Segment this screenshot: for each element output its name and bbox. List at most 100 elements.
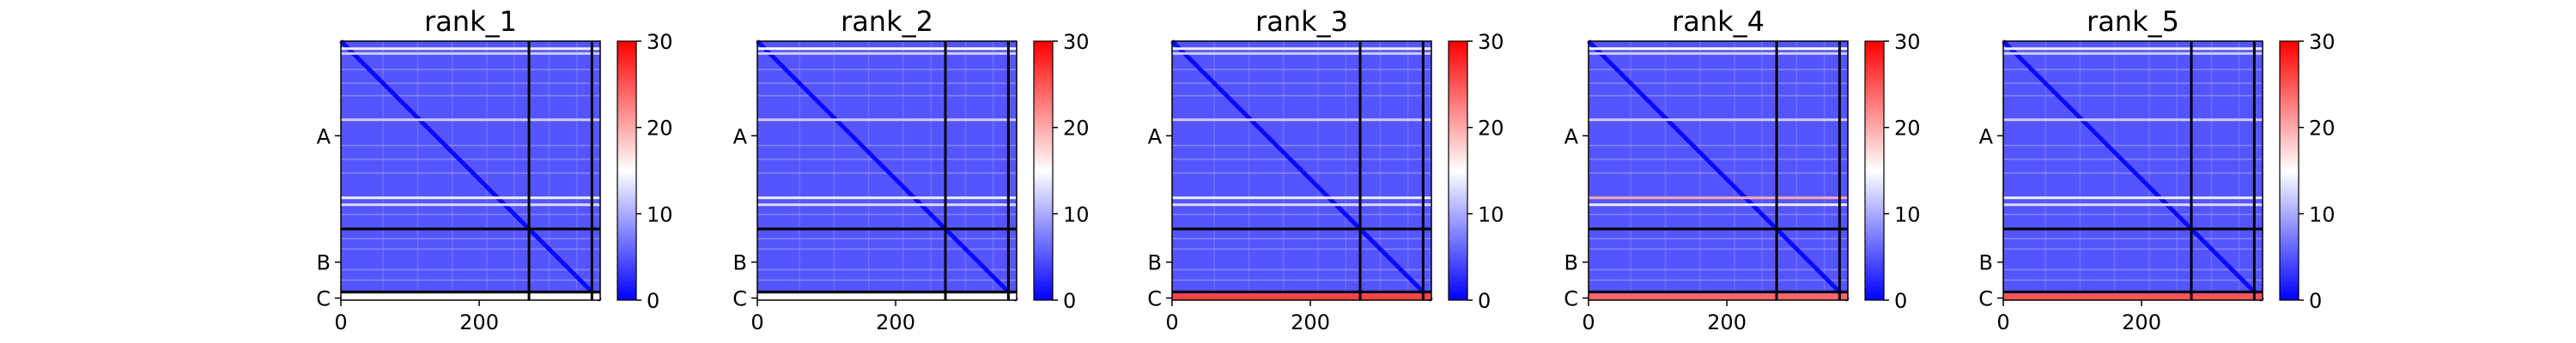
heatmap-hot-row (2003, 51, 2263, 55)
heatmap-stripe (2003, 214, 2263, 215)
x-tick-label: 200 (2122, 310, 2161, 334)
y-tick-label: A (317, 124, 331, 148)
panel-title: rank_1 (424, 5, 517, 38)
colorbar-tick-label: 30 (1478, 30, 1504, 54)
heatmap-stripe (1589, 248, 1848, 250)
colorbar-tick-label: 20 (647, 117, 673, 141)
heatmap-hot-row (757, 196, 1017, 200)
heatmap-stripe (1172, 144, 1431, 147)
heatmap-stripe (833, 41, 835, 300)
heatmap-stripe (757, 279, 1017, 281)
x-tick-label: 200 (1707, 310, 1747, 334)
heatmap-hot-row (1172, 118, 1431, 122)
heatmap-stripe (451, 41, 453, 300)
heatmap-stripe (1589, 268, 1848, 271)
colorbar-tick-label: 30 (647, 30, 673, 54)
y-tick-label: B (1564, 251, 1578, 275)
heatmap-stripe (341, 238, 600, 240)
heatmap-stripe (757, 214, 1017, 215)
heatmap-hot-row (2003, 203, 2263, 207)
heatmap-stripe (1589, 94, 1848, 97)
colorbar-tick-label: 20 (1894, 117, 1921, 141)
colorbar-tick-label: 0 (1063, 289, 1076, 313)
heatmap-diagonal (1170, 39, 1433, 302)
heatmap-stripe (1172, 248, 1431, 250)
heatmap-stripe (1172, 82, 1431, 84)
heatmap-hot-row (1589, 51, 1848, 55)
colorbar-tick-label: 10 (2309, 202, 2336, 226)
colorbar-tick-label: 0 (647, 289, 659, 313)
heatmap-hot-row (2003, 196, 2263, 200)
heatmap-hot-row (341, 47, 600, 51)
heatmap-stripe (416, 41, 419, 300)
heatmap-stripe (382, 41, 384, 300)
heatmap-stripe (2176, 41, 2178, 300)
heatmap-stripe (1172, 268, 1431, 271)
heatmap-stripe (930, 41, 932, 300)
y-tick-label: A (1564, 124, 1579, 148)
heatmap-hot-row (1172, 47, 1431, 51)
heatmap-stripe (757, 158, 1017, 160)
x-tick-label: 0 (750, 310, 763, 334)
colorbar-tick-label: 30 (1063, 30, 1090, 54)
heatmap-stripe (1589, 238, 1848, 240)
x-tick-label: 0 (334, 310, 347, 334)
heatmap-stripe (902, 41, 904, 300)
colorbar-tick-label: 30 (2309, 30, 2336, 54)
heatmap-stripe (1589, 82, 1848, 84)
heatmap-hot-row (757, 47, 1017, 51)
plot-frame (340, 40, 601, 301)
heatmap-hot-row (341, 51, 600, 55)
colorbar-tick-label: 30 (1894, 30, 1921, 54)
heatmap-stripe (2003, 268, 2263, 271)
heatmap-stripe (341, 94, 600, 97)
heatmap-stripe (757, 248, 1017, 250)
heatmap-chain-c-rows (2003, 293, 2263, 300)
panel-title: rank_3 (1255, 5, 1348, 38)
heatmap-hot-row (2003, 118, 2263, 122)
heatmap-hot-row (341, 118, 600, 122)
plot-frame (2002, 40, 2263, 301)
plot-frame (756, 40, 1018, 301)
colorbar (2279, 40, 2300, 301)
x-tick-label: 200 (459, 310, 499, 334)
heatmap-stripe (2113, 41, 2116, 300)
colorbar-tick-label: 10 (1894, 202, 1921, 226)
heatmap-stripe (1379, 41, 1382, 300)
heatmap-stripe (1589, 158, 1848, 160)
heatmap-stripe (2003, 158, 2263, 160)
heatmap-chain-c-rows (757, 293, 1017, 300)
heatmap-stripe (1172, 214, 1431, 215)
heatmap-stripe (1761, 41, 1763, 300)
heatmap-stripe (1589, 69, 1848, 70)
heatmap-stripe (1213, 41, 1215, 300)
heatmap-diagonal (1587, 39, 1850, 302)
heatmap-stripe (1795, 41, 1798, 300)
colorbar-tick-label: 10 (1063, 202, 1090, 226)
heatmap-stripe (486, 41, 488, 300)
heatmap-hot-row (757, 51, 1017, 55)
heatmap-stripe (2003, 279, 2263, 281)
heatmap-stripe (2003, 82, 2263, 84)
colorbar-tick-label: 0 (1894, 289, 1907, 313)
heatmap-diagonal (339, 39, 602, 302)
heatmap-stripe (964, 41, 967, 300)
heatmap-stripe (2044, 41, 2046, 300)
colorbar-tick-label: 20 (1063, 117, 1090, 141)
heatmap-stripe (1698, 41, 1701, 300)
heatmap-stripe (2003, 69, 2263, 70)
heatmap-stripe (341, 69, 600, 70)
heatmap-stripe (799, 41, 800, 300)
heatmap-hot-row (341, 196, 600, 200)
x-tick-label: 0 (1582, 310, 1595, 334)
colorbar (617, 40, 637, 301)
y-tick-label: C (316, 287, 331, 311)
panel-title: rank_2 (841, 5, 933, 38)
heatmap-hot-row (757, 203, 1017, 207)
colorbar (1864, 40, 1885, 301)
heatmap-stripe (757, 268, 1017, 271)
